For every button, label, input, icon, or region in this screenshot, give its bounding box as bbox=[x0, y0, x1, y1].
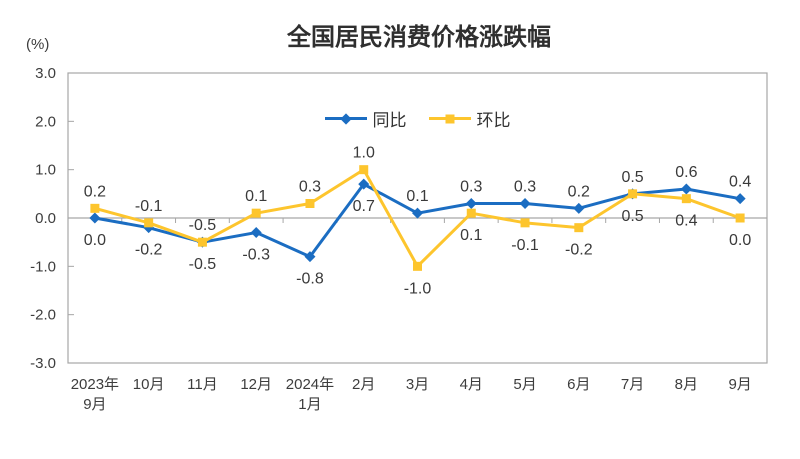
data-point-marker bbox=[735, 213, 745, 223]
data-label: 0.1 bbox=[245, 188, 267, 205]
data-label: 0.4 bbox=[675, 213, 697, 230]
data-label: 0.3 bbox=[460, 179, 482, 196]
data-point-marker bbox=[465, 198, 477, 209]
data-label: 0.4 bbox=[729, 174, 751, 191]
x-category-label: 9月 bbox=[728, 376, 751, 393]
y-tick-label: -2.0 bbox=[30, 307, 56, 324]
data-point-marker bbox=[466, 208, 476, 218]
y-tick-label: 2.0 bbox=[35, 113, 56, 130]
data-point-marker bbox=[680, 183, 692, 195]
data-label: 0.2 bbox=[568, 183, 590, 200]
data-point-marker bbox=[90, 203, 100, 213]
yoy-line-swatch bbox=[324, 112, 367, 125]
x-axis-ticks bbox=[121, 218, 714, 223]
data-label: 0.1 bbox=[406, 188, 428, 205]
data-label: 0.3 bbox=[299, 179, 321, 196]
data-label: 0.5 bbox=[621, 208, 643, 225]
data-label: -0.5 bbox=[189, 256, 217, 273]
data-point-marker bbox=[305, 199, 315, 208]
data-label: -0.2 bbox=[135, 242, 163, 259]
legend-label-mom: 环比 bbox=[476, 111, 511, 130]
data-point-marker bbox=[89, 212, 101, 224]
x-category-label: 10月 bbox=[133, 376, 165, 393]
data-label: -0.2 bbox=[565, 242, 593, 259]
data-point-marker bbox=[574, 223, 584, 233]
data-label: 0.0 bbox=[84, 232, 106, 249]
x-category-label: 5月 bbox=[513, 376, 536, 393]
data-point-marker bbox=[520, 218, 530, 228]
data-label: -0.5 bbox=[189, 217, 217, 234]
square-marker-icon bbox=[445, 114, 454, 123]
data-label: 0.6 bbox=[675, 164, 697, 181]
x-category-label: 8月 bbox=[675, 376, 698, 393]
data-label: -0.3 bbox=[242, 247, 270, 264]
series-环比 bbox=[90, 165, 745, 271]
data-point-marker bbox=[413, 261, 422, 271]
data-point-marker bbox=[358, 178, 370, 190]
data-point-marker bbox=[197, 237, 207, 247]
x-axis-labels: 2023年 9月 10月 11月 12月 2024年 1月 2月 3月 4月 5月 6月 7月 8月 9月 bbox=[71, 376, 752, 413]
data-point-marker bbox=[681, 194, 691, 204]
data-label: -0.1 bbox=[511, 237, 539, 254]
y-tick-label: 0.0 bbox=[35, 210, 56, 227]
data-labels: 0.0 0.2 -0.2 -0.1 -0.5 -0.5 -0.3 0.1 -0.8 0.3 0.7 1… bbox=[84, 145, 752, 298]
y-tick-label: -1.0 bbox=[30, 258, 56, 275]
data-label: 0.1 bbox=[460, 227, 482, 244]
data-label: -0.8 bbox=[296, 271, 324, 288]
data-point-marker bbox=[628, 189, 638, 199]
data-label: -1.0 bbox=[404, 280, 432, 297]
x-category-label: 11月 bbox=[187, 376, 218, 393]
data-point-marker bbox=[412, 207, 423, 219]
data-point-marker bbox=[144, 218, 154, 228]
y-tick-label: 1.0 bbox=[35, 162, 56, 179]
legend-item-yoy: 同比 bbox=[324, 106, 407, 131]
legend-item-mom: 环比 bbox=[428, 106, 511, 131]
x-category-label: 6月 bbox=[567, 376, 590, 393]
x-category-label: 2023年 9月 bbox=[71, 376, 119, 413]
data-point-marker bbox=[251, 208, 261, 218]
x-category-label: 4月 bbox=[460, 376, 483, 393]
x-category-label: 12月 bbox=[240, 376, 272, 393]
data-label: 0.0 bbox=[729, 232, 751, 249]
data-point-marker bbox=[734, 193, 746, 205]
diamond-marker-icon bbox=[339, 112, 352, 125]
data-point-marker bbox=[250, 227, 262, 238]
y-axis: 3.0 2.0 1.0 0.0 -1.0 -2.0 -3.0 bbox=[30, 65, 74, 372]
chart-legend: 同比 环比 bbox=[68, 106, 767, 131]
y-axis-unit-label: (%) bbox=[26, 36, 50, 53]
legend-label-yoy: 同比 bbox=[372, 111, 407, 130]
data-point-marker bbox=[519, 198, 531, 209]
data-label: 0.5 bbox=[621, 169, 643, 186]
x-category-label: 3月 bbox=[406, 376, 429, 393]
data-point-marker bbox=[359, 165, 369, 175]
data-label: 0.3 bbox=[514, 179, 536, 196]
data-label: 0.7 bbox=[353, 198, 375, 215]
data-label: -0.1 bbox=[135, 198, 163, 215]
x-category-label: 2月 bbox=[352, 376, 375, 393]
data-point-marker bbox=[304, 251, 316, 263]
data-label: 1.0 bbox=[353, 145, 375, 162]
y-tick-label: -3.0 bbox=[30, 355, 56, 372]
x-category-label: 2024年 1月 bbox=[286, 376, 334, 413]
y-tick-label: 3.0 bbox=[35, 65, 56, 82]
mom-line-swatch bbox=[428, 113, 471, 125]
data-point-marker bbox=[573, 202, 585, 214]
x-category-label: 7月 bbox=[621, 376, 644, 393]
chart-title: 全国居民消费价格涨跌幅 bbox=[287, 24, 551, 51]
data-label: 0.2 bbox=[84, 183, 106, 200]
